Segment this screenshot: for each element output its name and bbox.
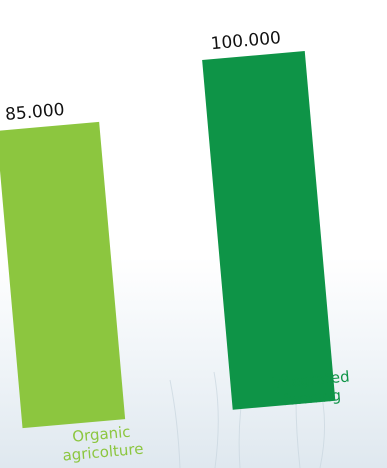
value-label: 100.000 bbox=[210, 28, 282, 54]
bar-integrated-farming bbox=[202, 51, 336, 410]
category-label: Integratedfarming bbox=[270, 367, 351, 410]
chart-group: 85.000 Organicagricolture 100.000 Integrate… bbox=[0, 28, 351, 465]
category-label-line: farming bbox=[282, 386, 342, 409]
category-label-line: Organic bbox=[72, 423, 132, 446]
value-label: 85.000 bbox=[4, 100, 65, 125]
category-label: Organicagricolture bbox=[60, 422, 144, 465]
bar-organic-agricolture bbox=[0, 121, 126, 429]
